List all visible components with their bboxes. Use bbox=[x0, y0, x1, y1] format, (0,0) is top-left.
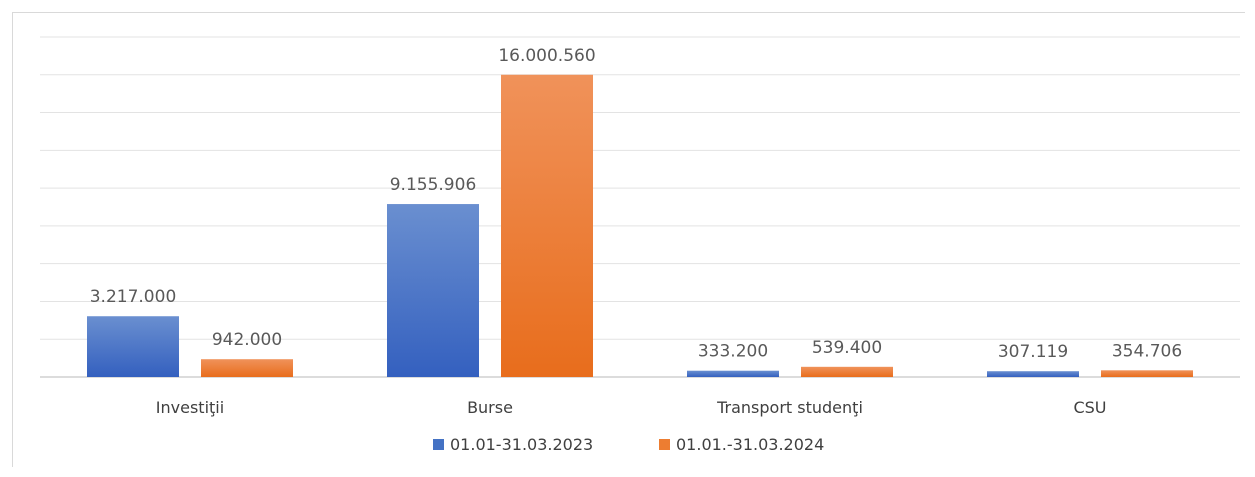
bar bbox=[687, 370, 779, 377]
data-label: 539.400 bbox=[812, 338, 882, 358]
bar bbox=[501, 74, 593, 377]
bar bbox=[87, 316, 179, 377]
legend-swatch bbox=[659, 439, 670, 450]
bar bbox=[201, 359, 293, 377]
data-label: 9.155.906 bbox=[390, 175, 477, 195]
bar bbox=[987, 371, 1079, 377]
data-label: 307.119 bbox=[998, 342, 1068, 362]
data-label: 16.000.560 bbox=[498, 46, 595, 66]
data-label: 354.706 bbox=[1112, 341, 1182, 361]
gridlines bbox=[40, 36, 1240, 378]
category-label: Investiţii bbox=[156, 398, 224, 417]
bar bbox=[801, 366, 893, 377]
legend-label: 01.01-31.03.2023 bbox=[450, 435, 593, 454]
data-label: 3.217.000 bbox=[90, 287, 177, 307]
legend-swatch bbox=[433, 439, 444, 450]
data-labels: 3.217.000 942.000 9.155.906 16.000.560 333.2… bbox=[90, 46, 1182, 362]
bar bbox=[1101, 370, 1193, 377]
bars bbox=[87, 74, 1193, 377]
bar bbox=[387, 204, 479, 377]
data-label: 942.000 bbox=[212, 330, 282, 350]
legend: 01.01-31.03.2023 01.01.-31.03.2024 bbox=[433, 435, 824, 454]
legend-label: 01.01.-31.03.2024 bbox=[676, 435, 824, 454]
category-labels: Investiţii Burse Transport studenţi CSU bbox=[156, 398, 1107, 417]
data-label: 333.200 bbox=[698, 342, 768, 362]
chart-frame bbox=[12, 12, 1245, 467]
category-label: CSU bbox=[1073, 398, 1106, 417]
category-label: Burse bbox=[467, 398, 513, 417]
category-label: Transport studenţi bbox=[716, 398, 863, 417]
